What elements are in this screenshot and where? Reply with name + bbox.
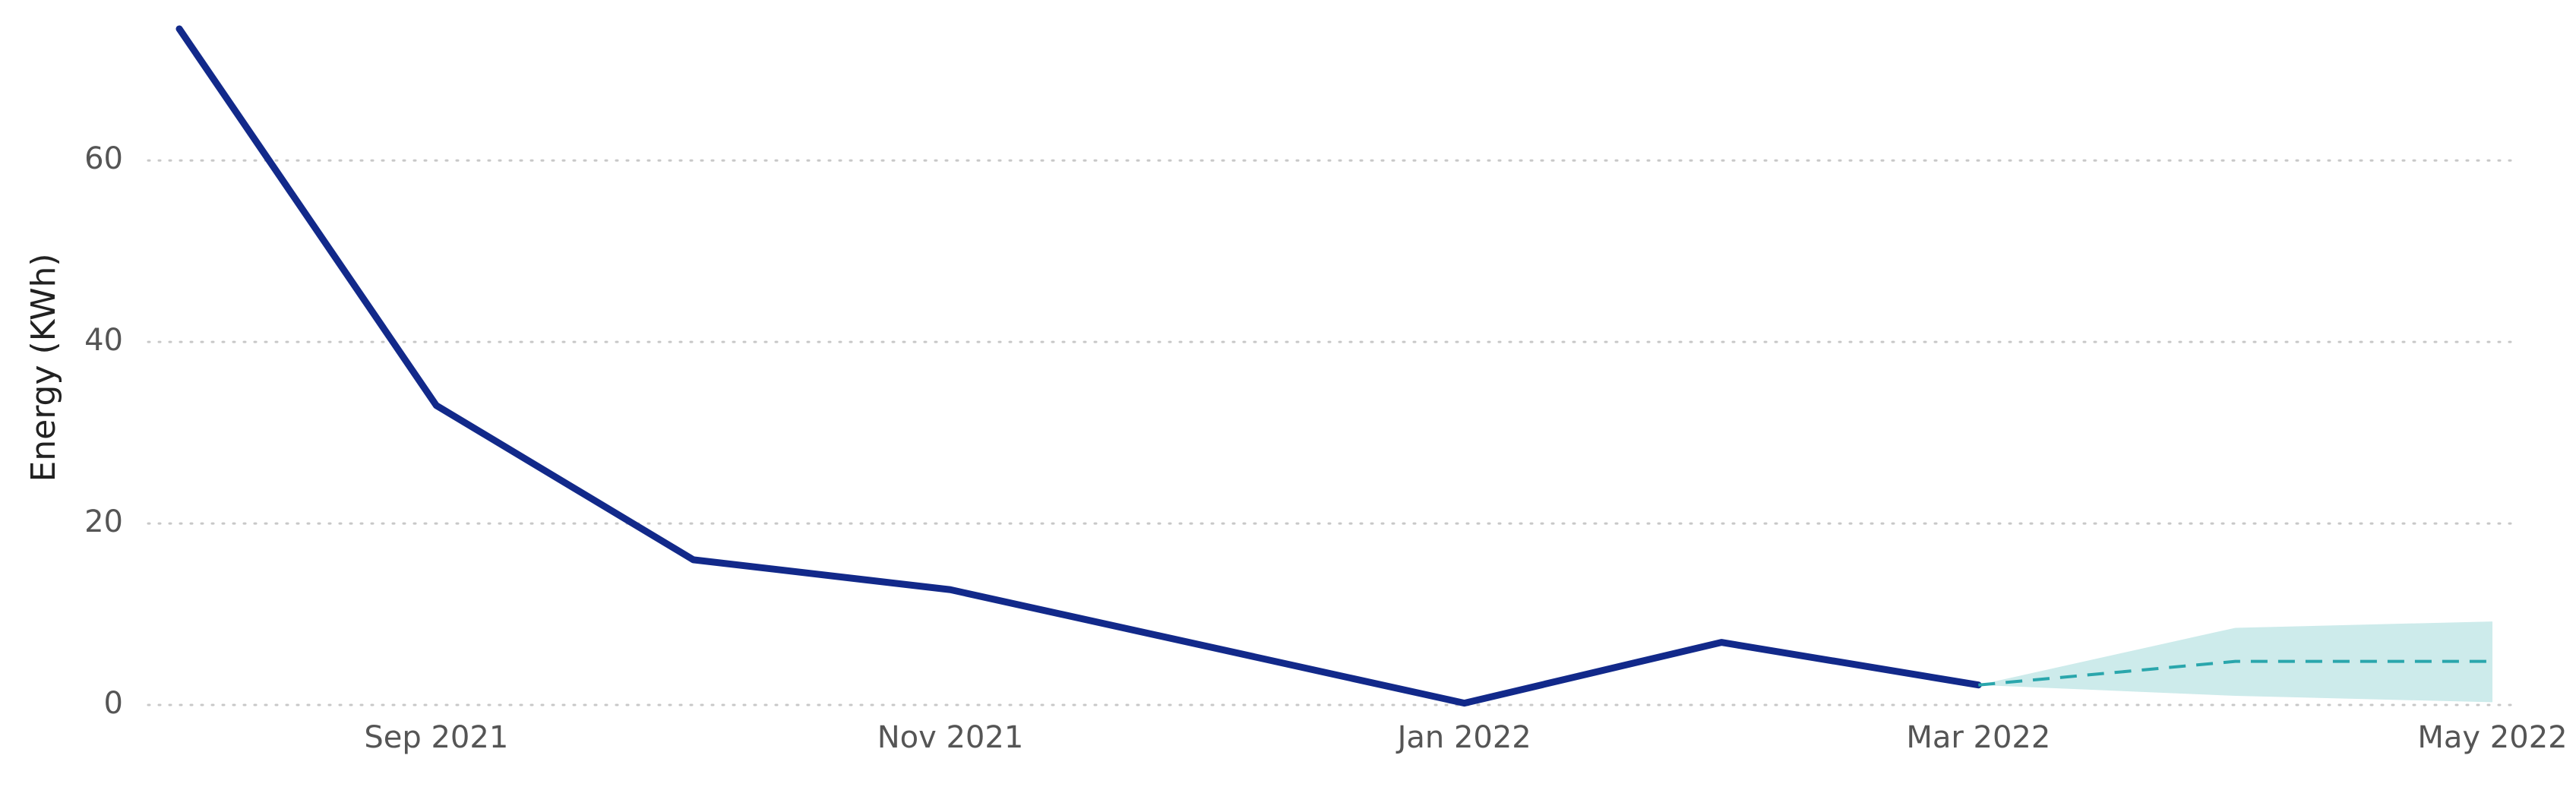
- x-tick-label: Nov 2021: [877, 720, 1024, 755]
- series-line: [175, 25, 1982, 707]
- x-tick-label: Sep 2021: [364, 720, 508, 755]
- x-tick-label: Jan 2022: [1395, 720, 1531, 755]
- forecast-line: [1978, 659, 2492, 687]
- x-tick-label: May 2022: [2417, 720, 2567, 755]
- y-tick-label: 20: [84, 504, 123, 539]
- y-tick-label: 60: [84, 141, 123, 176]
- y-axis-title: Energy (KWh): [24, 253, 63, 482]
- y-tick-label: 0: [104, 686, 123, 721]
- x-tick-label: Mar 2022: [1906, 720, 2050, 755]
- y-tick-label: 40: [84, 323, 123, 358]
